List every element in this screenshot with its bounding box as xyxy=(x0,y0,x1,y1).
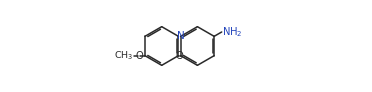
Text: O: O xyxy=(135,51,143,61)
Text: O: O xyxy=(176,51,183,61)
Text: N: N xyxy=(177,31,185,41)
Text: CH$_3$: CH$_3$ xyxy=(114,49,134,62)
Text: NH$_2$: NH$_2$ xyxy=(222,25,243,39)
